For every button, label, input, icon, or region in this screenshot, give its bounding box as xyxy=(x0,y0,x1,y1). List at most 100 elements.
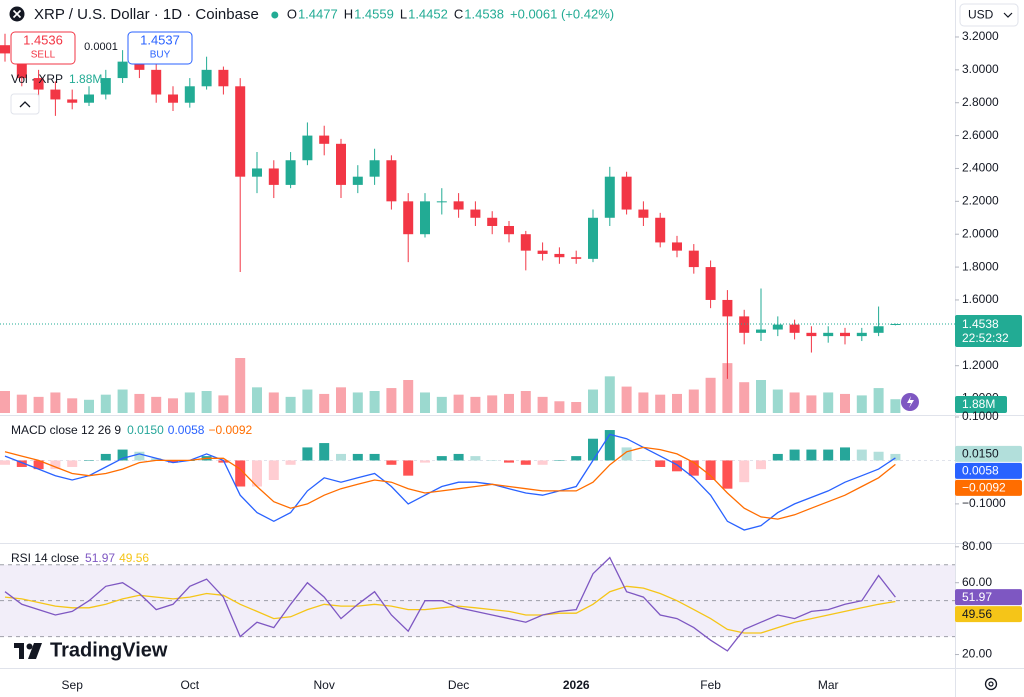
histogram-bar xyxy=(621,447,632,461)
y-tick-label: 1.8000 xyxy=(962,259,999,273)
ohlc-label: C xyxy=(454,6,463,21)
volume-bar xyxy=(134,393,145,413)
currency-caret[interactable] xyxy=(1003,12,1013,18)
volume-bar xyxy=(117,389,128,413)
macd-legend-value: −0.0092 xyxy=(208,423,252,437)
brand-logo xyxy=(28,643,42,659)
histogram-bar xyxy=(33,460,44,470)
volume-bar xyxy=(739,382,750,413)
sell-label[interactable]: SELL xyxy=(31,50,56,61)
candle-body xyxy=(655,217,666,243)
histogram-bar xyxy=(840,447,850,461)
x-tick-label: Sep xyxy=(62,678,84,692)
macd-legend-value: 0.0150 xyxy=(127,423,164,437)
y-tick-label: 1.2000 xyxy=(962,358,999,372)
candle-body xyxy=(487,217,498,226)
candle-body xyxy=(302,135,313,161)
histogram-bar xyxy=(84,460,94,461)
histogram-bar xyxy=(571,456,582,461)
candle-body xyxy=(117,61,128,79)
ohlc-value: 1.4452 xyxy=(408,6,448,21)
candle-body xyxy=(604,176,615,218)
rsi-value: 51.97 xyxy=(962,590,992,604)
histogram-bar xyxy=(134,451,145,461)
macd-value-box xyxy=(955,462,1022,479)
volume-legend-value: 1.88M xyxy=(69,72,102,86)
candle-body xyxy=(520,234,531,251)
histogram-bar xyxy=(739,460,750,483)
sell-price[interactable]: 1.4536 xyxy=(23,32,63,47)
candle-body xyxy=(504,225,514,235)
sell-button[interactable] xyxy=(10,31,76,65)
brand-logo xyxy=(26,643,33,650)
currency[interactable]: USD xyxy=(968,8,994,22)
histogram-bar xyxy=(67,460,78,467)
macd-line xyxy=(4,433,896,531)
histogram-bar xyxy=(16,460,27,467)
settings-icon[interactable] xyxy=(988,681,994,687)
settings-icon[interactable] xyxy=(984,677,998,691)
histogram-bar xyxy=(890,453,901,461)
volume-bar xyxy=(386,388,397,413)
collapse-button[interactable] xyxy=(10,93,40,115)
candle-body xyxy=(537,250,548,254)
candle-body xyxy=(638,209,649,218)
volume-bar xyxy=(806,395,817,413)
y-tick-label: 0.1000 xyxy=(962,409,999,423)
overlay: 1.4536 SELL 0.0001 1.4537 BUY USD Tradin… xyxy=(9,3,1019,691)
y-tick-label: 3.0000 xyxy=(962,62,999,76)
histogram-bar xyxy=(672,460,682,472)
histogram-bar xyxy=(352,453,363,461)
candle-body xyxy=(268,168,279,185)
histogram-bar xyxy=(151,458,162,461)
volume-bar xyxy=(16,394,27,413)
candle-body xyxy=(672,242,682,251)
histogram-bar xyxy=(688,460,699,476)
histogram-bar xyxy=(252,460,262,487)
histogram-bar xyxy=(403,460,414,476)
candle-body xyxy=(588,217,598,259)
histogram-bar xyxy=(638,460,649,461)
histogram-bar xyxy=(520,460,531,465)
macd-legend-value: 0.0058 xyxy=(168,423,205,437)
histogram-bar xyxy=(470,456,481,461)
y-tick-label: 2.8000 xyxy=(962,95,999,109)
collapse-icon[interactable] xyxy=(19,101,31,108)
histogram-bar xyxy=(336,453,346,461)
candle-body xyxy=(436,201,447,203)
histogram-bar xyxy=(806,449,817,461)
candle-body xyxy=(789,324,800,333)
rsi-ma-line xyxy=(4,585,896,634)
candle-body xyxy=(688,250,699,268)
price-box-value: 1.4538 xyxy=(962,317,999,331)
candle-body xyxy=(285,160,296,185)
volume-bar xyxy=(436,396,447,413)
currency-select[interactable] xyxy=(959,3,1019,27)
candle-body xyxy=(873,326,884,333)
candle-body xyxy=(840,332,850,337)
x-tick-label: Dec xyxy=(448,678,469,692)
volume-bar xyxy=(302,389,313,413)
volume-bar xyxy=(235,358,246,413)
brand-name: TradingView xyxy=(50,639,168,661)
x-tick-label: Mar xyxy=(818,678,839,692)
volume-bar xyxy=(201,391,212,413)
buy-label[interactable]: BUY xyxy=(150,50,171,61)
volume-bar xyxy=(252,387,262,413)
volume-bar xyxy=(504,393,514,413)
histogram-bar xyxy=(0,460,10,465)
volume-bar xyxy=(184,392,195,413)
assistant-bolt[interactable] xyxy=(907,396,914,408)
candle-body xyxy=(184,86,195,103)
volume-bar xyxy=(100,394,111,413)
candle-body xyxy=(772,324,783,330)
histogram-bar xyxy=(537,460,548,465)
candle-body xyxy=(319,135,330,144)
buy-price[interactable]: 1.4537 xyxy=(140,32,180,47)
macd-value: 0.0058 xyxy=(962,464,999,478)
volume-bar xyxy=(487,395,498,413)
volume-bar xyxy=(268,392,279,413)
buy-button[interactable] xyxy=(127,31,193,65)
histogram-bar xyxy=(588,438,598,461)
volume-bar xyxy=(33,396,44,413)
